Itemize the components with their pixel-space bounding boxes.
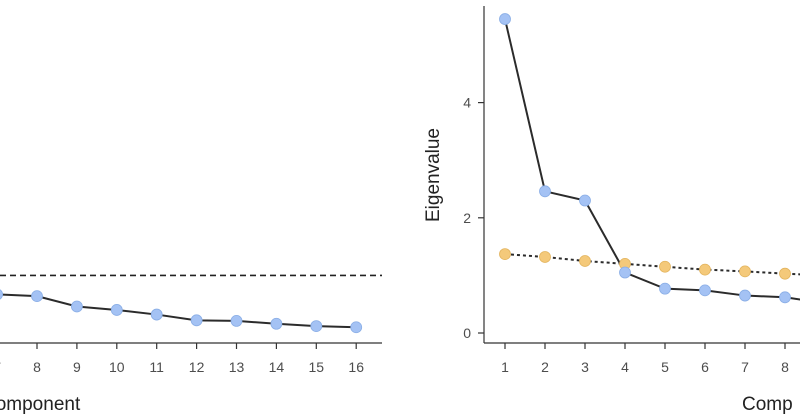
right-x-tick-label: 3 [581, 359, 589, 375]
right-eigenvalue-point [499, 13, 511, 25]
left-x-tick-label: 7 [0, 359, 1, 375]
left-x-tick-label: 13 [229, 359, 245, 375]
left-data-point [230, 315, 243, 327]
right-x-tick-label: 1 [501, 359, 509, 375]
left-points [0, 289, 363, 334]
right-x-ticks: 1 2 3 4 5 6 7 8 [501, 343, 789, 375]
left-data-point [110, 304, 123, 316]
right-y-ticks: 0 2 4 [463, 95, 484, 341]
right-x-tick-label: 4 [621, 359, 629, 375]
right-eigenvalue-point [619, 266, 631, 279]
right-eigenvalue-point [659, 282, 671, 295]
right-x-tick-label: 7 [741, 359, 749, 375]
left-x-tick-label: 12 [189, 359, 205, 375]
right-parallel-point [499, 248, 511, 260]
right-parallel-point [579, 255, 591, 267]
right-eigenvalue-point [579, 194, 591, 207]
left-x-axis-title: Component [0, 394, 81, 415]
right-parallel-point [779, 267, 791, 280]
left-data-point [31, 290, 43, 303]
right-parallel-point [739, 265, 751, 278]
right-eigenvalue-point [739, 289, 751, 302]
left-data-point [270, 317, 283, 330]
left-x-tick-label: 14 [269, 359, 285, 375]
left-data-point [350, 321, 363, 334]
right-y-tick-label: 0 [463, 325, 471, 341]
right-eigenvalue-point [699, 284, 711, 297]
right-y-tick-label: 4 [463, 95, 471, 111]
right-parallel-point [659, 260, 671, 273]
left-x-tick-label: 15 [309, 359, 325, 375]
right-y-axis-title: Eigenvalue [423, 128, 444, 222]
left-data-point [310, 320, 323, 332]
left-x-ticks: 7 8 9 10 11 12 13 14 15 16 [0, 343, 364, 375]
right-eigenvalue-point [779, 291, 791, 304]
left-x-tick-label: 9 [73, 359, 81, 375]
right-parallel-points [499, 248, 791, 280]
right-eigenvalue-points [499, 13, 791, 304]
left-data-point [71, 300, 83, 313]
left-x-tick-label: 11 [149, 359, 164, 375]
left-x-tick-label: 10 [109, 359, 125, 375]
left-data-point [150, 308, 163, 321]
right-x-axis-title: Comp [742, 394, 793, 415]
right-x-tick-label: 6 [701, 359, 709, 375]
right-parallel-point [699, 263, 711, 276]
left-x-tick-label: 16 [348, 359, 364, 375]
right-eigenvalue-point [539, 185, 551, 198]
right-x-tick-label: 8 [781, 359, 789, 375]
right-x-tick-label: 5 [661, 359, 669, 375]
right-scree-plot: 0 2 4 1 2 3 4 5 6 7 8 Eigenvalue Comp [423, 6, 800, 415]
left-series-line [0, 293, 357, 329]
left-scree-plot: 7 8 9 10 11 12 13 14 15 16 Component [0, 274, 382, 415]
left-data-point [190, 314, 203, 327]
left-x-tick-label: 8 [33, 359, 41, 375]
right-y-tick-label: 2 [463, 210, 471, 226]
right-parallel-point [539, 251, 551, 263]
right-x-tick-label: 2 [541, 359, 549, 375]
left-data-point [0, 289, 3, 300]
